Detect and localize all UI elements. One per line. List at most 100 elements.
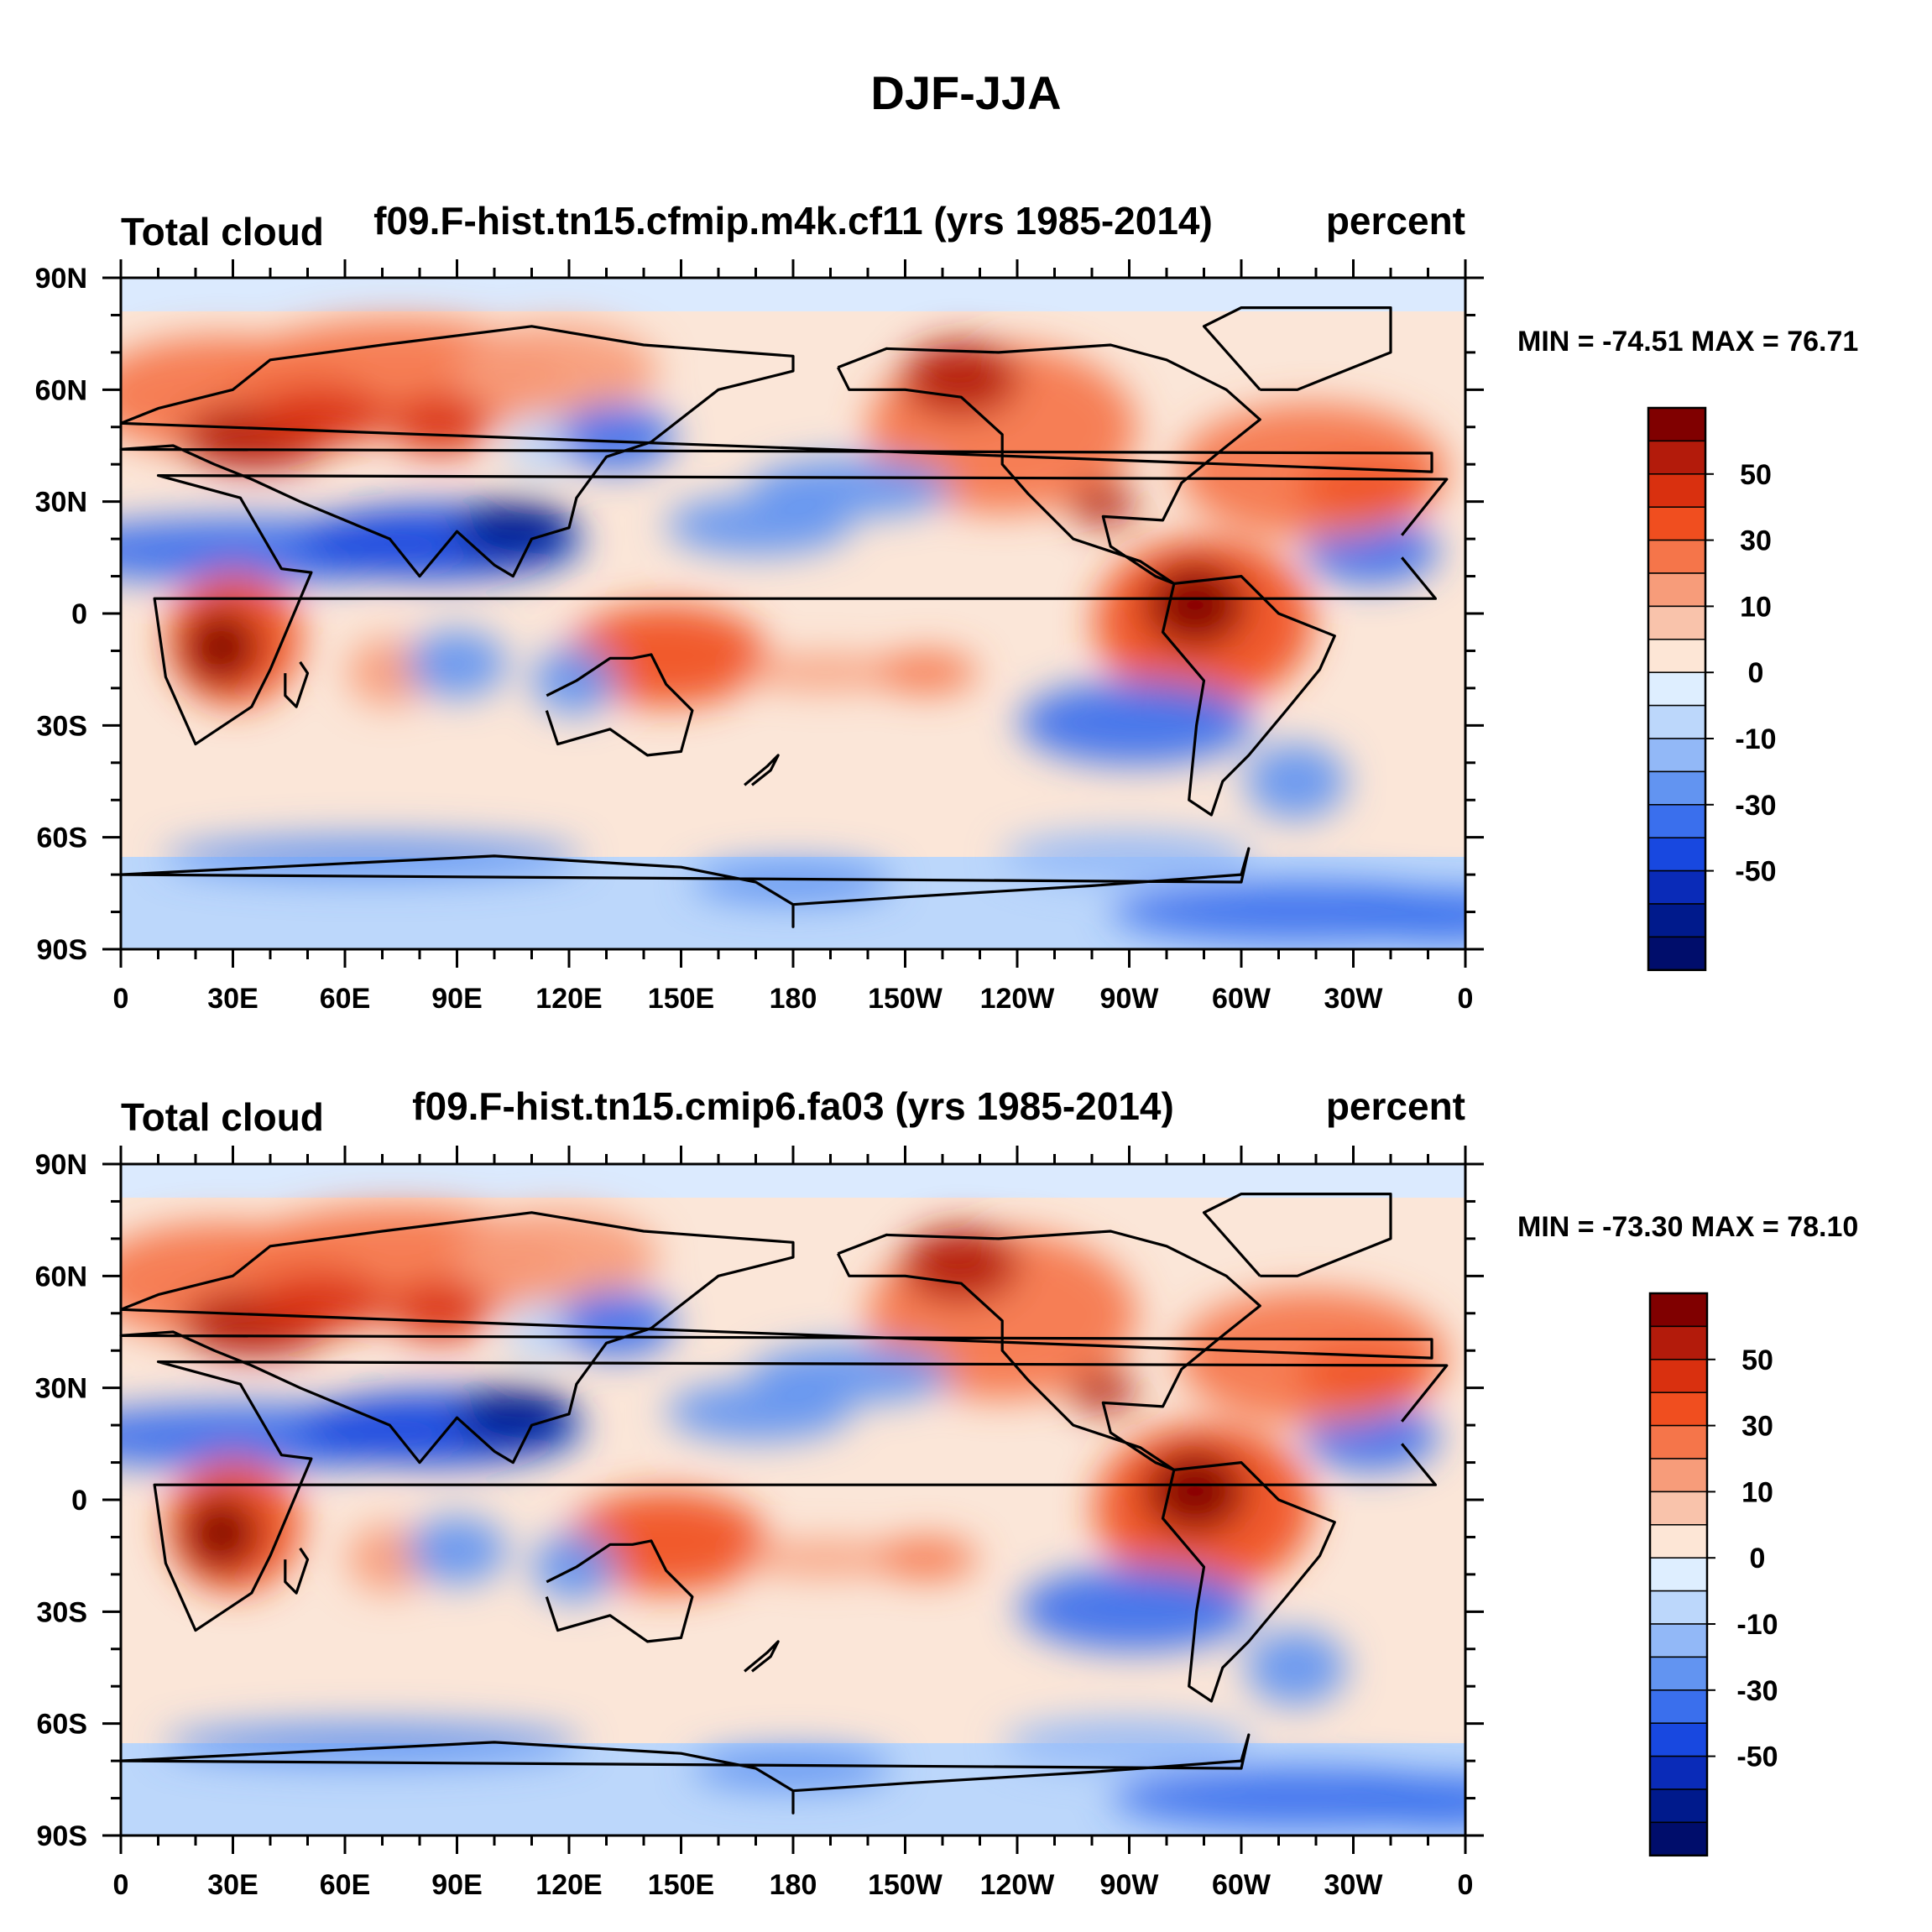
lon-tick-label: 30E (207, 983, 258, 1015)
colorbar-label: -30 (1736, 1675, 1778, 1707)
colorbar-swatch (1649, 1524, 1708, 1559)
lat-tick-label: 60S (37, 822, 88, 854)
lat-tick-label: 30N (35, 1373, 87, 1405)
min-max-stats: MIN = -73.30 MAX = 78.10 (1517, 1211, 1858, 1243)
lon-tick-label: 90W (1100, 1869, 1160, 1901)
lon-tick-label: 30E (207, 1869, 258, 1901)
lon-tick-label: 150W (868, 1869, 943, 1901)
lat-tick-label: 90N (35, 263, 87, 295)
colorbar-label: 0 (1748, 657, 1764, 689)
lon-tick-label: 30W (1324, 1869, 1384, 1901)
lat-tick-label: 30S (37, 710, 88, 742)
lon-tick-label: 180 (770, 983, 817, 1015)
coastlines (119, 306, 1449, 928)
colorbar-swatch (1649, 1788, 1708, 1824)
lon-tick-label: 120E (535, 983, 602, 1015)
lon-tick-label: 0 (1458, 1869, 1474, 1901)
colorbar-label: 30 (1740, 525, 1772, 557)
colorbar-swatch (1649, 1491, 1708, 1526)
panel-center-title: f09.F-hist.tn15.cmip6.fa03 (yrs 1985-201… (412, 1084, 1174, 1128)
lon-tick-label: 150E (648, 1869, 714, 1901)
colorbar-swatch (1647, 671, 1706, 707)
colorbar-swatch (1647, 639, 1706, 673)
colorbar-label: 50 (1740, 459, 1772, 491)
panel-units: percent (1326, 1084, 1465, 1128)
colorbar-swatch (1647, 869, 1706, 905)
colorbar-label: -50 (1735, 856, 1776, 888)
colorbar-swatch (1649, 1722, 1708, 1757)
colorbar-swatch (1649, 1590, 1708, 1625)
panel-center-title: f09.F-hist.tn15.cfmip.m4k.cf11 (yrs 1985… (373, 199, 1213, 243)
lon-tick-label: 120E (535, 1869, 602, 1901)
colorbar-swatch (1649, 1392, 1708, 1427)
colorbar-swatch (1647, 440, 1706, 475)
colorbar-swatch (1647, 837, 1706, 872)
lon-tick-label: 60E (320, 983, 371, 1015)
panel-units: percent (1326, 199, 1465, 243)
min-max-stats: MIN = -74.51 MAX = 76.71 (1517, 326, 1858, 358)
colorbar-swatch (1649, 1424, 1708, 1459)
colorbar-swatch (1647, 903, 1706, 938)
figure-title: DJF-JJA (870, 66, 1061, 119)
axis-ticks: 0 30E 60E 90E 120E 150E 180 150W 120W 90W 60W 30W 09… (35, 259, 1484, 1015)
axis-ticks: 0 30E 60E 90E 120E 150E 180 150W 120W 90W 60W 30W 09… (35, 1146, 1484, 1901)
colorbar-label: -10 (1735, 723, 1776, 755)
lat-tick-label: 60S (37, 1709, 88, 1741)
lon-tick-label: 0 (113, 1869, 129, 1901)
lat-tick-label: 60N (35, 374, 87, 406)
colorbar-swatch (1649, 1821, 1708, 1856)
colorbar-swatch (1649, 1557, 1708, 1592)
colorbar-swatch (1647, 539, 1706, 574)
lon-tick-label: 150W (868, 983, 943, 1015)
lon-tick-label: 60W (1212, 1869, 1271, 1901)
cloud-difference-map (121, 1164, 1465, 1835)
colorbar-swatch (1649, 1359, 1708, 1393)
lon-tick-label: 90E (431, 983, 483, 1015)
colorbar-swatch (1647, 770, 1706, 806)
colorbar-swatch (1649, 1755, 1708, 1790)
colorbar-swatch (1649, 1325, 1708, 1360)
colorbar: 50 30 10 0 -10 -30 -50 (1647, 406, 1777, 972)
lon-tick-label: 0 (1458, 983, 1474, 1015)
colorbar-swatch (1649, 1689, 1708, 1724)
colorbar-swatch (1649, 1656, 1708, 1691)
lon-tick-label: 60E (320, 1869, 371, 1901)
colorbar-swatch (1649, 1458, 1708, 1493)
colorbar-swatch (1647, 506, 1706, 541)
lon-tick-label: 180 (770, 1869, 817, 1901)
lon-tick-label: 0 (113, 983, 129, 1015)
lon-tick-label: 120W (980, 1869, 1056, 1901)
lat-tick-label: 90N (35, 1149, 87, 1181)
colorbar-label: 50 (1741, 1345, 1773, 1376)
colorbar-label: 0 (1750, 1543, 1766, 1574)
lon-tick-label: 90E (431, 1869, 483, 1901)
panel-left-title: Total cloud (121, 1095, 324, 1139)
colorbar-label: -30 (1735, 790, 1776, 822)
lat-tick-label: 30N (35, 487, 87, 519)
colorbar-swatch (1647, 407, 1706, 442)
colorbar-label: -10 (1736, 1609, 1778, 1641)
lat-tick-label: 90S (37, 1820, 88, 1852)
colorbar-label: 30 (1741, 1411, 1773, 1443)
panel-top: Total cloud f09.F-hist.tn15.cfmip.m4k.cf… (35, 199, 1859, 1015)
panel-bottom: Total cloud f09.F-hist.tn15.cmip6.fa03 (… (35, 1084, 1859, 1901)
lat-tick-label: 0 (71, 598, 87, 630)
lat-tick-label: 90S (37, 934, 88, 966)
colorbar-swatch (1647, 605, 1706, 640)
colorbar-swatch (1647, 704, 1706, 739)
colorbar-swatch (1647, 572, 1706, 608)
cloud-difference-map (121, 278, 1465, 949)
lon-tick-label: 60W (1212, 983, 1271, 1015)
panel-left-title: Total cloud (121, 210, 324, 253)
lon-tick-label: 150E (648, 983, 714, 1015)
colorbar-swatch (1647, 804, 1706, 838)
colorbar-swatch (1647, 936, 1706, 971)
colorbar-label: -50 (1736, 1741, 1778, 1773)
colorbar-label: 10 (1741, 1476, 1773, 1508)
lat-tick-label: 0 (71, 1485, 87, 1517)
colorbar-swatch (1649, 1623, 1708, 1658)
coastlines (119, 1193, 1449, 1815)
colorbar-label: 10 (1740, 591, 1772, 623)
lon-tick-label: 90W (1100, 983, 1160, 1015)
